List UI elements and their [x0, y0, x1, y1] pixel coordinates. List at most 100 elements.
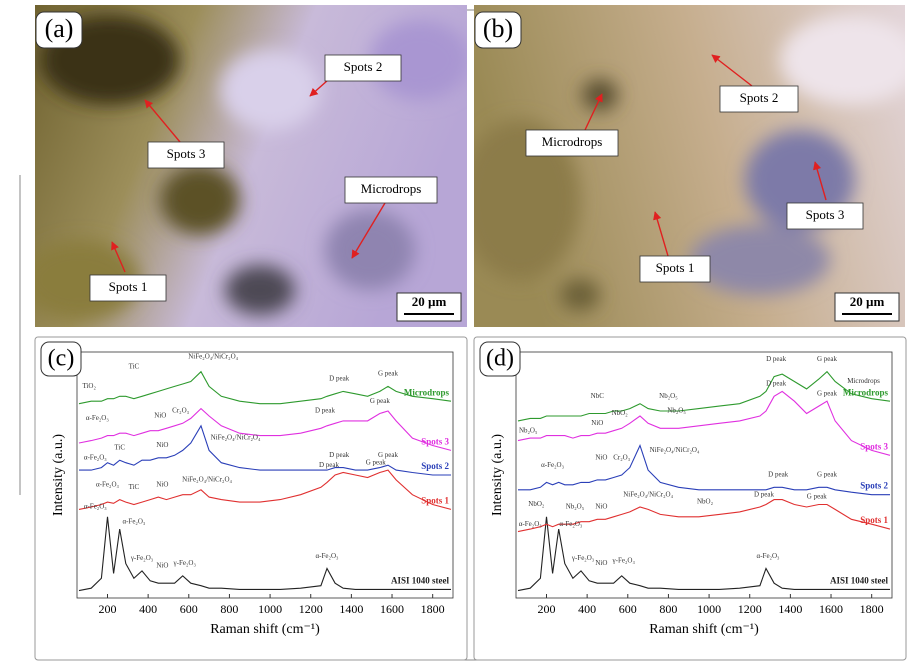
peak-annotation: TiC	[129, 483, 140, 491]
peak-annotation: NiFe₂O₄/NiCr₂O₄	[182, 476, 232, 484]
callout-text: Spots 2	[740, 90, 779, 105]
peak-annotation: D peak	[329, 451, 350, 459]
peak-annotation: D peak	[329, 375, 350, 383]
peak-annotation: γ-Fe₂O₃	[612, 557, 636, 565]
x-tick-label: 1000	[697, 602, 721, 616]
peak-annotation: α-Fe₂O₃	[757, 552, 780, 560]
peak-annotation: NiFe₂O₄/NiCr₂O₄	[188, 353, 238, 361]
peak-annotation: Nb₂O₅	[566, 503, 585, 511]
peak-annotation: NiFe₂O₄/NiCr₂O₄	[650, 446, 700, 454]
peak-annotation: α-Fe₂O₃	[559, 520, 582, 528]
peak-annotation: γ-Fe₂O₃	[173, 559, 197, 567]
peak-annotation: NbO₂	[528, 500, 545, 508]
peak-annotation: G peak	[366, 458, 387, 466]
peak-annotation: α-Fe₂O₃	[519, 520, 542, 528]
series-label: Microdrops	[843, 387, 889, 397]
x-tick-label: 1000	[258, 602, 282, 616]
peak-annotation: D peak	[766, 355, 787, 363]
peak-annotation: NbO₂	[697, 498, 714, 506]
x-tick-label: 1400	[778, 602, 802, 616]
peak-annotation: NbC	[591, 392, 605, 400]
peak-annotation: D peak	[315, 407, 336, 415]
series-label: Spots 2	[860, 481, 888, 491]
peak-annotation: TiO₂	[82, 382, 96, 390]
peak-annotation: Nb₂O₅	[659, 392, 678, 400]
x-tick-label: 400	[578, 602, 596, 616]
peak-annotation: G peak	[817, 471, 838, 479]
peak-annotation: α-Fe₂O₃	[84, 503, 107, 511]
callout: Spots 3	[787, 203, 863, 229]
peak-annotation: Nb₂O₅	[667, 407, 686, 415]
callout-text: Spots 1	[109, 279, 148, 294]
peak-annotation: NiFe₂O₄/NiCr₂O₄	[623, 490, 673, 498]
callout: Spots 2	[720, 86, 798, 112]
peak-annotation: D peak	[766, 380, 787, 388]
series-label: Spots 3	[860, 441, 888, 451]
peak-annotation: G peak	[378, 370, 399, 378]
panel-label: (c)	[48, 346, 75, 372]
page: (a) Spots 2 Spots 3 Microdrops Spots 1 2…	[0, 0, 911, 668]
callout-text: Microdrops	[542, 134, 603, 149]
peak-annotation: Cr₂O₃	[172, 407, 189, 415]
x-tick-label: 200	[537, 602, 555, 616]
x-axis-label: Raman shift (cm⁻¹)	[210, 622, 320, 637]
peak-annotation: D peak	[319, 461, 340, 469]
y-axis-label: Intensity (a.u.)	[490, 434, 505, 516]
peak-annotation: NiO	[156, 562, 168, 570]
peak-annotation: NiO	[156, 480, 168, 488]
callout: Spots 1	[90, 275, 166, 301]
x-tick-label: 200	[98, 602, 116, 616]
peak-annotation: G peak	[370, 397, 391, 405]
x-axis-label: Raman shift (cm⁻¹)	[649, 622, 759, 637]
scale-bar-label: 20 µm	[850, 294, 885, 309]
callout-text: Spots 3	[167, 146, 206, 161]
callout: Spots 3	[148, 142, 224, 168]
callout: Spots 2	[325, 55, 401, 81]
peak-annotation: TiC	[129, 362, 140, 370]
peak-annotation: α-Fe₂O₃	[316, 552, 339, 560]
peak-annotation: Microdrops	[847, 377, 880, 385]
scale-bar-label: 20 µm	[412, 294, 447, 309]
x-tick-label: 400	[139, 602, 157, 616]
peak-annotation: NiO	[595, 503, 607, 511]
series-label: Spots 2	[421, 461, 449, 471]
panel-label: (b)	[483, 14, 513, 43]
peak-annotation: D peak	[754, 490, 775, 498]
peak-annotation: α-Fe₂O₃	[122, 517, 145, 525]
micrograph-a	[20, 5, 470, 327]
peak-annotation: γ-Fe₂O₃	[571, 554, 595, 562]
callout-text: Spots 2	[344, 59, 383, 74]
x-tick-label: 1600	[380, 602, 404, 616]
x-tick-label: 1800	[421, 602, 445, 616]
peak-annotation: G peak	[817, 355, 838, 363]
x-tick-label: 1200	[299, 602, 323, 616]
peak-annotation: NbO₂	[612, 409, 629, 417]
peak-annotation: α-Fe₂O₃	[96, 480, 119, 488]
peak-annotation: G peak	[817, 389, 838, 397]
series-label: Spots 1	[421, 496, 449, 506]
callout: Microdrops	[526, 130, 618, 156]
peak-annotation: NiO	[591, 419, 603, 427]
x-tick-label: 600	[619, 602, 637, 616]
figure: (a) Spots 2 Spots 3 Microdrops Spots 1 2…	[0, 0, 911, 668]
peak-annotation: G peak	[807, 493, 828, 501]
peak-annotation: TiC	[114, 444, 125, 452]
peak-annotation: NiO	[156, 441, 168, 449]
x-tick-label: 1600	[819, 602, 843, 616]
peak-annotation: α-Fe₂O₃	[86, 414, 109, 422]
peak-annotation: Nb₂O₅	[519, 426, 538, 434]
x-tick-label: 1400	[339, 602, 363, 616]
series-label: AISI 1040 steel	[391, 575, 449, 585]
peak-annotation: NiO	[154, 412, 166, 420]
x-tick-label: 800	[659, 602, 677, 616]
peak-annotation: NiO	[595, 453, 607, 461]
series-label: Spots 1	[860, 515, 888, 525]
peak-annotation: α-Fe₂O₃	[84, 453, 107, 461]
callout-text: Spots 3	[806, 207, 845, 222]
x-tick-label: 1200	[738, 602, 762, 616]
callout-text: Spots 1	[656, 260, 695, 275]
panel-label: (d)	[486, 346, 514, 372]
callout: Microdrops	[345, 177, 437, 203]
series-label: AISI 1040 steel	[830, 575, 888, 585]
callout: Spots 1	[640, 256, 710, 282]
